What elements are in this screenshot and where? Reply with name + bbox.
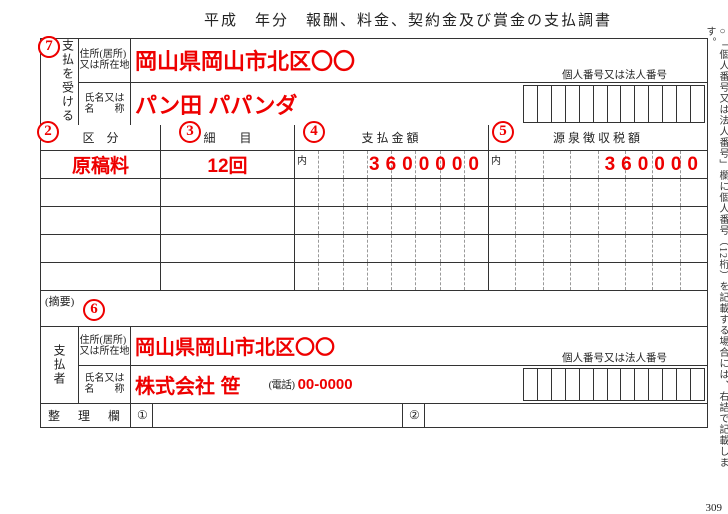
my-number-label: 個人番号又は法人番号 [522,67,707,82]
marker-3: 3 [179,121,201,143]
document-title: 平成 年分 報酬、料金、契約金及び賞金の支払調書 [108,9,708,30]
payer-header: 支払者 [51,344,68,386]
marker-7: 7 [38,36,60,58]
address-label: 住所(居所) 又は所在地 [79,39,130,83]
payer-name-label: 氏名又は 名 称 [79,366,130,404]
form-outer: 1 支払を受ける者 住所(居所) 又は所在地 氏名又は 名 称 岡山県岡山市北区… [40,38,708,404]
data-rows: 原稿料12回内3600000内360000 [41,151,707,291]
payer-phone: 00-0000 [298,376,353,393]
table-row [41,207,707,235]
summary-row: (摘要) 6 [41,291,707,327]
marker-4: 4 [303,121,325,143]
marker-2: 2 [37,121,59,143]
recipient-block: 1 支払を受ける者 住所(居所) 又は所在地 氏名又は 名 称 岡山県岡山市北区… [41,39,707,125]
table-row [41,263,707,291]
column-headers: 2 区 分 3 細 目 4 支 払 金 額 5 源 泉 徴 収 税 額 [41,125,707,151]
page-number: 309 [706,502,723,514]
payer-number-label: 個人番号又は法人番号 [522,350,707,365]
payer-address-label: 住所(居所) 又は所在地 [79,327,130,366]
marker-5: 5 [492,121,514,143]
recipient-name: パン田 パパンダ 個人番号又は法人番号 [131,83,707,126]
phone-label: (電話) [269,377,295,392]
table-row: 原稿料12回内3600000内360000 [41,151,707,179]
my-number-grid [523,85,705,124]
payer-block: 7 支払者 住所(居所) 又は所在地 氏名又は 名 称 岡山県岡山市北区〇〇 株… [41,327,707,403]
table-row [41,179,707,207]
sort-row: 整 理 欄 ① ② [40,404,708,428]
table-row [41,235,707,263]
payer-number-grid [523,368,705,402]
name-label: 氏名又は 名 称 [79,83,130,126]
marker-6: 6 [83,299,105,321]
payer-name: 株式会社 笹 (電話) 00-0000 個人番号又は法人番号 [131,366,707,404]
